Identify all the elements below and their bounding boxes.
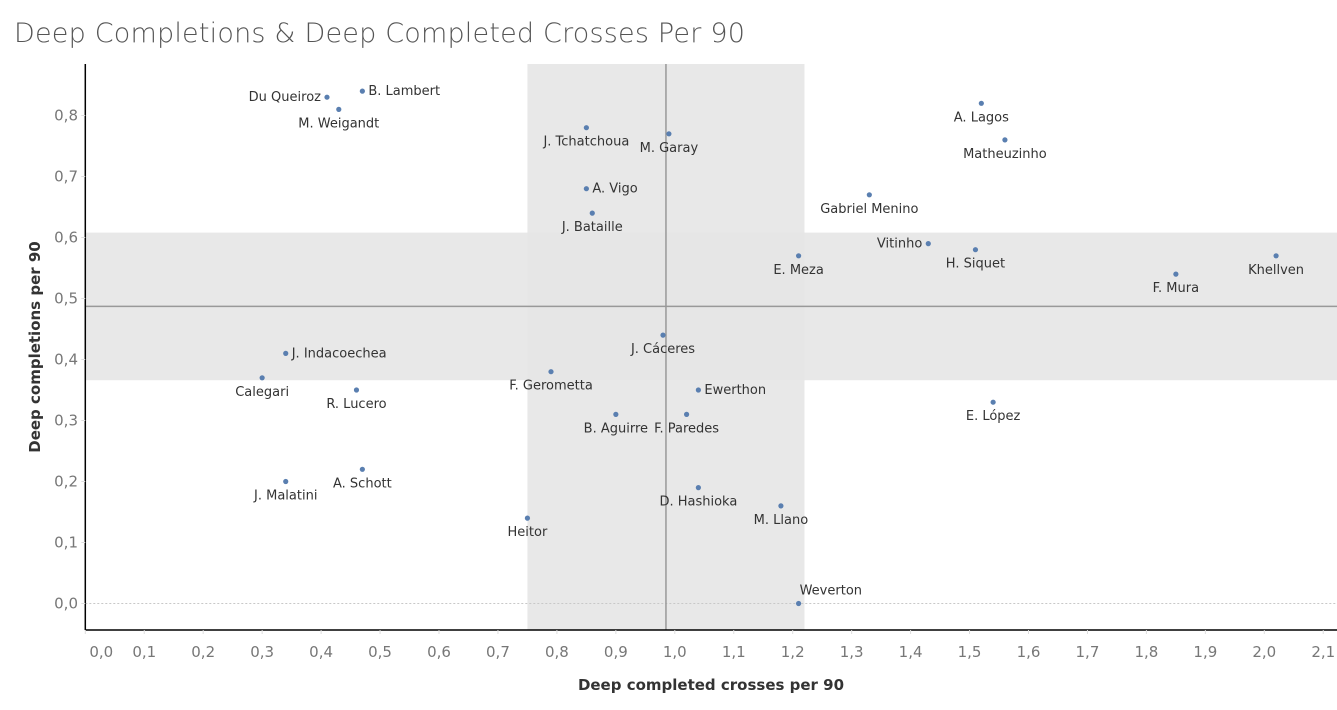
y-tick-label: 0,2 — [54, 473, 78, 491]
point-label: M. Llano — [754, 513, 809, 528]
point-label: A. Lagos — [954, 110, 1009, 125]
point-label: R. Lucero — [326, 397, 386, 412]
point-label: Khellven — [1248, 263, 1304, 278]
x-tick-label: 0,3 — [250, 643, 274, 661]
point-label: A. Schott — [333, 476, 392, 491]
point-label: Gabriel Menino — [820, 202, 918, 217]
data-point — [613, 411, 619, 417]
point-label: D. Hashioka — [659, 495, 737, 510]
x-tick-label: 1,3 — [840, 643, 864, 661]
data-point — [1273, 253, 1279, 259]
point-label: Matheuzinho — [963, 147, 1047, 162]
x-tick-label: 1,6 — [1017, 643, 1041, 661]
y-tick-label: 0,1 — [54, 534, 78, 552]
point-label: F. Paredes — [654, 421, 719, 436]
y-axis-label: Deep completions per 90 — [26, 241, 44, 453]
data-point — [359, 466, 365, 472]
point-label: F. Mura — [1153, 281, 1199, 296]
data-point — [283, 350, 289, 356]
point-label: Heitor — [508, 525, 548, 540]
point-label: Vitinho — [877, 237, 922, 252]
data-point — [353, 387, 360, 393]
x-tick-label: 1,1 — [722, 643, 746, 661]
point-label: A. Vigo — [592, 182, 637, 197]
data-point — [359, 88, 365, 94]
y-tick-label: 0,6 — [54, 229, 78, 247]
data-point — [324, 94, 330, 100]
data-point — [259, 375, 265, 381]
point-label: J. Bataille — [561, 220, 623, 235]
data-point — [283, 478, 289, 485]
x-tick-label: 0,6 — [427, 643, 451, 661]
y-tick-label: 0,3 — [54, 412, 78, 430]
point-label: J. Malatini — [253, 489, 317, 504]
y-tick-label: 0,8 — [54, 107, 78, 125]
data-point — [336, 106, 342, 112]
point-label: M. Weigandt — [298, 116, 379, 131]
y-tick-label: 0,0 — [54, 595, 78, 613]
x-tick-label: 0,9 — [604, 643, 628, 661]
data-point — [695, 387, 701, 393]
data-point — [683, 411, 690, 417]
data-point — [1173, 271, 1179, 277]
x-tick-label: 1,4 — [899, 643, 923, 661]
x-tick-label: 1,5 — [958, 643, 982, 661]
data-point — [778, 503, 784, 509]
x-tick-label: 0,5 — [368, 643, 392, 661]
data-point — [795, 600, 802, 607]
chart-title: Deep Completions & Deep Completed Crosse… — [14, 18, 746, 49]
y-tick-label: 0,4 — [54, 351, 78, 369]
x-tick-label: 1,9 — [1193, 643, 1217, 661]
data-point — [990, 399, 996, 405]
data-point — [589, 210, 595, 216]
point-label: J. Indacoechea — [291, 346, 387, 361]
point-label: E. Meza — [773, 263, 823, 278]
x-tick-label: 0,8 — [545, 643, 569, 661]
data-point — [866, 192, 872, 198]
y-tick-label: 0,5 — [54, 290, 78, 308]
point-label: Weverton — [800, 584, 862, 599]
x-tick-label: 0,7 — [486, 643, 510, 661]
x-tick-label: 0,0 — [89, 643, 113, 661]
point-label: M. Garay — [640, 141, 699, 156]
x-tick-label: 2,0 — [1252, 643, 1276, 661]
x-tick-label: 0,1 — [132, 643, 156, 661]
point-label: J. Cáceres — [630, 342, 695, 357]
data-point — [666, 131, 672, 137]
data-point — [660, 332, 666, 338]
y-tick-label: 0,7 — [54, 168, 78, 186]
data-point — [925, 241, 931, 247]
data-point — [1002, 137, 1008, 143]
data-point — [524, 515, 531, 521]
data-point — [583, 125, 589, 131]
x-tick-label: 1,0 — [663, 643, 687, 661]
x-tick-label: 1,7 — [1076, 643, 1100, 661]
point-label: Ewerthon — [704, 383, 766, 398]
point-label: Du Queiroz — [249, 90, 321, 105]
point-label: E. López — [966, 409, 1021, 424]
data-point — [972, 247, 979, 253]
data-point — [795, 253, 802, 259]
point-label: J. Tchatchoua — [542, 135, 629, 150]
x-tick-label: 1,2 — [781, 643, 805, 661]
point-label: B. Aguirre — [584, 421, 648, 436]
point-label: H. Siquet — [946, 257, 1005, 272]
data-point — [978, 100, 984, 106]
x-tick-label: 1,8 — [1134, 643, 1158, 661]
data-point — [548, 369, 554, 375]
data-point — [583, 186, 589, 192]
point-label: Calegari — [235, 385, 289, 400]
x-tick-label: 0,4 — [309, 643, 333, 661]
data-point — [695, 485, 701, 491]
x-tick-label: 0,2 — [191, 643, 215, 661]
x-axis-label: Deep completed crosses per 90 — [578, 676, 844, 694]
point-label: F. Gerometta — [509, 379, 593, 394]
x-tick-label: 2,1 — [1311, 643, 1335, 661]
point-label: B. Lambert — [368, 84, 440, 99]
